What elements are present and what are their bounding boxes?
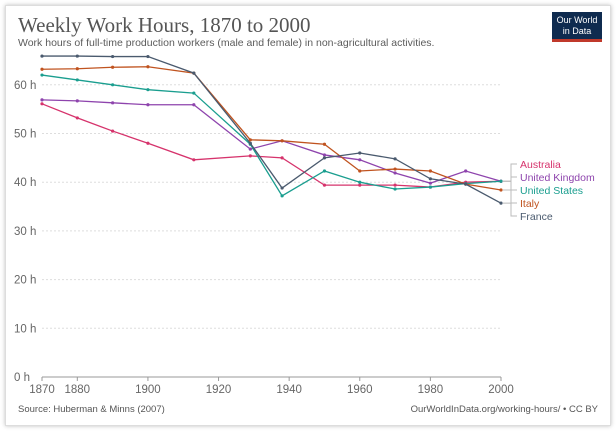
- x-tick-label: 1880: [65, 384, 91, 396]
- data-point: [322, 142, 327, 146]
- series-line-australia: [41, 103, 502, 188]
- y-tick-label: 40 h: [14, 177, 36, 189]
- data-point: [75, 99, 79, 103]
- series-line-united-kingdom: [41, 99, 502, 184]
- data-point: [192, 158, 196, 162]
- data-point: [322, 169, 327, 173]
- data-point: [428, 177, 432, 181]
- source-url[interactable]: OurWorldInData.org/working-hours/ • CC B…: [410, 404, 598, 415]
- data-point: [192, 71, 196, 75]
- data-point: [393, 187, 397, 191]
- data-point: [40, 73, 44, 77]
- y-tick-label: 0 h: [14, 372, 30, 384]
- y-tick-label: 10 h: [14, 323, 36, 335]
- x-tick-label: 1960: [347, 384, 373, 396]
- legend-label: Italy: [520, 198, 540, 210]
- x-tick-label: 1900: [135, 384, 161, 396]
- data-point: [393, 157, 397, 161]
- chart-subtitle: Work hours of full-time production worke…: [18, 37, 435, 49]
- data-point: [280, 186, 284, 190]
- data-point: [111, 54, 115, 59]
- source-note[interactable]: Source: Huberman & Minns (2007): [18, 404, 165, 415]
- data-point: [75, 54, 79, 58]
- data-point: [248, 141, 252, 145]
- data-point: [464, 182, 468, 186]
- data-point: [40, 67, 44, 71]
- y-tick-label: 50 h: [14, 129, 36, 141]
- data-point: [499, 179, 503, 183]
- data-point: [499, 188, 503, 192]
- data-point: [280, 139, 284, 143]
- data-point: [322, 156, 327, 160]
- data-point: [40, 54, 44, 58]
- x-tick-label: 1920: [206, 384, 232, 396]
- data-point: [280, 194, 284, 198]
- data-point: [499, 201, 503, 205]
- legend-label: United States: [520, 185, 583, 197]
- data-point: [146, 54, 150, 59]
- data-point: [428, 169, 432, 173]
- x-tick-label: 1870: [29, 384, 55, 396]
- data-point: [428, 185, 432, 189]
- data-point: [358, 183, 362, 187]
- data-point: [40, 102, 44, 106]
- legend-connector: [503, 163, 517, 182]
- data-point: [75, 67, 79, 71]
- y-tick-label: 30 h: [14, 226, 36, 238]
- data-point: [146, 65, 150, 69]
- data-point: [358, 169, 362, 173]
- data-point: [192, 91, 196, 95]
- series-line-france: [42, 55, 502, 204]
- data-point: [393, 167, 397, 171]
- chart-title: Weekly Work Hours, 1870 to 2000: [18, 13, 311, 37]
- series-line-united-states: [41, 74, 502, 197]
- legend-connector: [503, 176, 517, 182]
- y-tick-label: 20 h: [14, 275, 36, 287]
- data-point: [322, 183, 327, 187]
- data-point: [464, 169, 468, 173]
- data-point: [393, 183, 397, 187]
- data-point: [358, 158, 362, 162]
- legend-label: France: [520, 211, 553, 223]
- legend-connector: [503, 189, 517, 204]
- data-point: [75, 116, 79, 120]
- data-point: [322, 153, 327, 157]
- data-point: [75, 78, 79, 82]
- data-point: [146, 141, 150, 145]
- data-point: [393, 171, 397, 175]
- chart-card: Weekly Work Hours, 1870 to 2000 Work hou…: [5, 5, 611, 426]
- x-tick-label: 2000: [488, 384, 514, 396]
- data-point: [280, 156, 284, 160]
- data-point: [248, 138, 252, 142]
- data-point: [146, 103, 150, 107]
- data-point: [358, 180, 362, 184]
- data-point: [248, 154, 252, 158]
- data-point: [111, 129, 115, 133]
- data-point: [428, 181, 432, 185]
- data-point: [40, 98, 44, 102]
- legend-connector: [503, 180, 517, 191]
- data-point: [192, 103, 196, 107]
- data-point: [111, 101, 115, 105]
- data-point: [111, 65, 115, 69]
- data-point: [248, 147, 252, 151]
- data-point: [146, 88, 150, 92]
- owid-logo[interactable]: Our World in Data: [552, 12, 602, 42]
- data-point: [111, 83, 115, 87]
- x-tick-label: 1940: [276, 384, 302, 396]
- y-tick-label: 60 h: [14, 80, 36, 92]
- legend-connector: [503, 202, 517, 217]
- legend-label: Australia: [520, 159, 561, 171]
- x-tick-label: 1980: [418, 384, 444, 396]
- data-point: [358, 151, 362, 155]
- line-chart: 0 h 10 h 20 h 30 h 40 h 50 h 60 h 1870 1880 1900 1…: [14, 54, 595, 396]
- legend-label: United Kingdom: [520, 172, 595, 184]
